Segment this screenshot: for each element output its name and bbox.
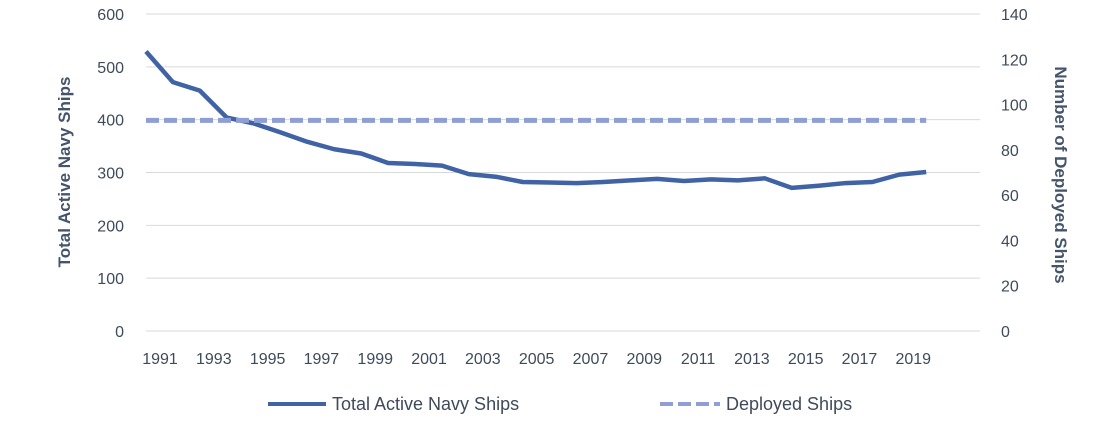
left-axis-title: Total Active Navy Ships [55,77,74,268]
left-tick-label: 600 [97,7,124,24]
series-layer [144,50,927,191]
x-tick-label: 2005 [519,351,555,368]
right-tick-label: 60 [1001,188,1019,205]
gridlines [146,13,980,332]
right-tick-label: 40 [1001,233,1019,250]
series-line-total-active-navy-ships [144,50,927,191]
x-tick-label: 2001 [411,351,447,368]
left-tick-label: 300 [97,166,124,183]
legend-item-total-active-navy-ships: Total Active Navy Ships [268,394,519,414]
right-tick-label: 100 [1001,98,1028,115]
x-tick-label: 2009 [626,351,662,368]
x-tick-label: 1991 [142,351,178,368]
x-axis-ticks: 1991 1993 1995 1997 1999 2001 2003 2005 2007 2009… [142,351,931,368]
right-tick-label: 0 [1001,324,1010,341]
right-tick-label: 20 [1001,279,1019,296]
legend-label-total-active-navy-ships: Total Active Navy Ships [332,394,519,414]
legend-label-deployed-ships: Deployed Ships [726,394,852,414]
right-axis-title: Number of Deployed Ships [1051,66,1070,283]
x-tick-label: 2003 [465,351,501,368]
x-tick-label: 1999 [357,351,393,368]
right-tick-label: 80 [1001,143,1019,160]
x-tick-label: 2007 [573,351,609,368]
x-tick-label: 2019 [895,351,931,368]
x-tick-label: 2011 [681,351,716,368]
right-tick-label: 120 [1001,52,1028,69]
x-tick-label: 1993 [196,351,232,368]
left-axis-ticks: 0 100 200 300 400 500 600 [97,7,124,341]
legend: Total Active Navy Ships Deployed Ships [268,394,852,414]
legend-item-deployed-ships: Deployed Ships [660,394,852,414]
right-axis-ticks: 0 20 40 60 80 100 120 140 [1001,7,1028,341]
left-tick-label: 500 [97,60,124,77]
left-tick-label: 100 [97,271,124,288]
right-tick-label: 140 [1001,7,1028,24]
x-tick-label: 2013 [734,351,770,368]
x-tick-label: 1995 [250,351,286,368]
x-tick-label: 2017 [842,351,878,368]
left-tick-label: 0 [115,324,124,341]
left-tick-label: 200 [97,218,124,235]
x-tick-label: 1997 [304,351,340,368]
x-tick-label: 2015 [788,351,824,368]
left-tick-label: 400 [97,113,124,130]
